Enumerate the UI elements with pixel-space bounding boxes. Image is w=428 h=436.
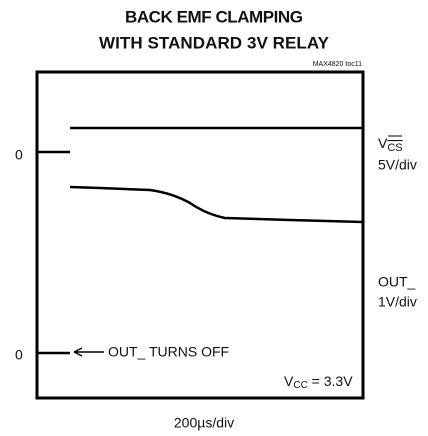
title-line-2: WITH STANDARD 3V RELAY [99, 33, 330, 52]
ch2-name: OUT_ [378, 274, 416, 290]
ch1-name-main: V [378, 135, 388, 151]
ch2-zero-label: 0 [15, 347, 23, 363]
x-scale: 200µs/div [174, 415, 234, 431]
ch1-name-sub: CS [387, 142, 402, 154]
vcc-value: = 3.3V [308, 373, 353, 389]
ch1-name: VCS [378, 135, 403, 154]
vcc-main: V [284, 373, 294, 389]
ch1-scale: 5V/div [378, 157, 417, 173]
vcc-label: VCC = 3.3V [284, 373, 353, 391]
ch1-zero-label: 0 [15, 147, 23, 163]
figure-id: MAX4820 toc11 [313, 61, 362, 68]
ch2-trace [69, 185, 364, 224]
arrow [73, 347, 104, 357]
scope-frame [35, 70, 365, 400]
ch2-scale: 1V/div [378, 294, 417, 310]
vcc-sub: CC [293, 380, 307, 391]
title-line-1: BACK EMF CLAMPING [125, 7, 303, 26]
arrow-text: OUT_ TURNS OFF [108, 344, 229, 360]
